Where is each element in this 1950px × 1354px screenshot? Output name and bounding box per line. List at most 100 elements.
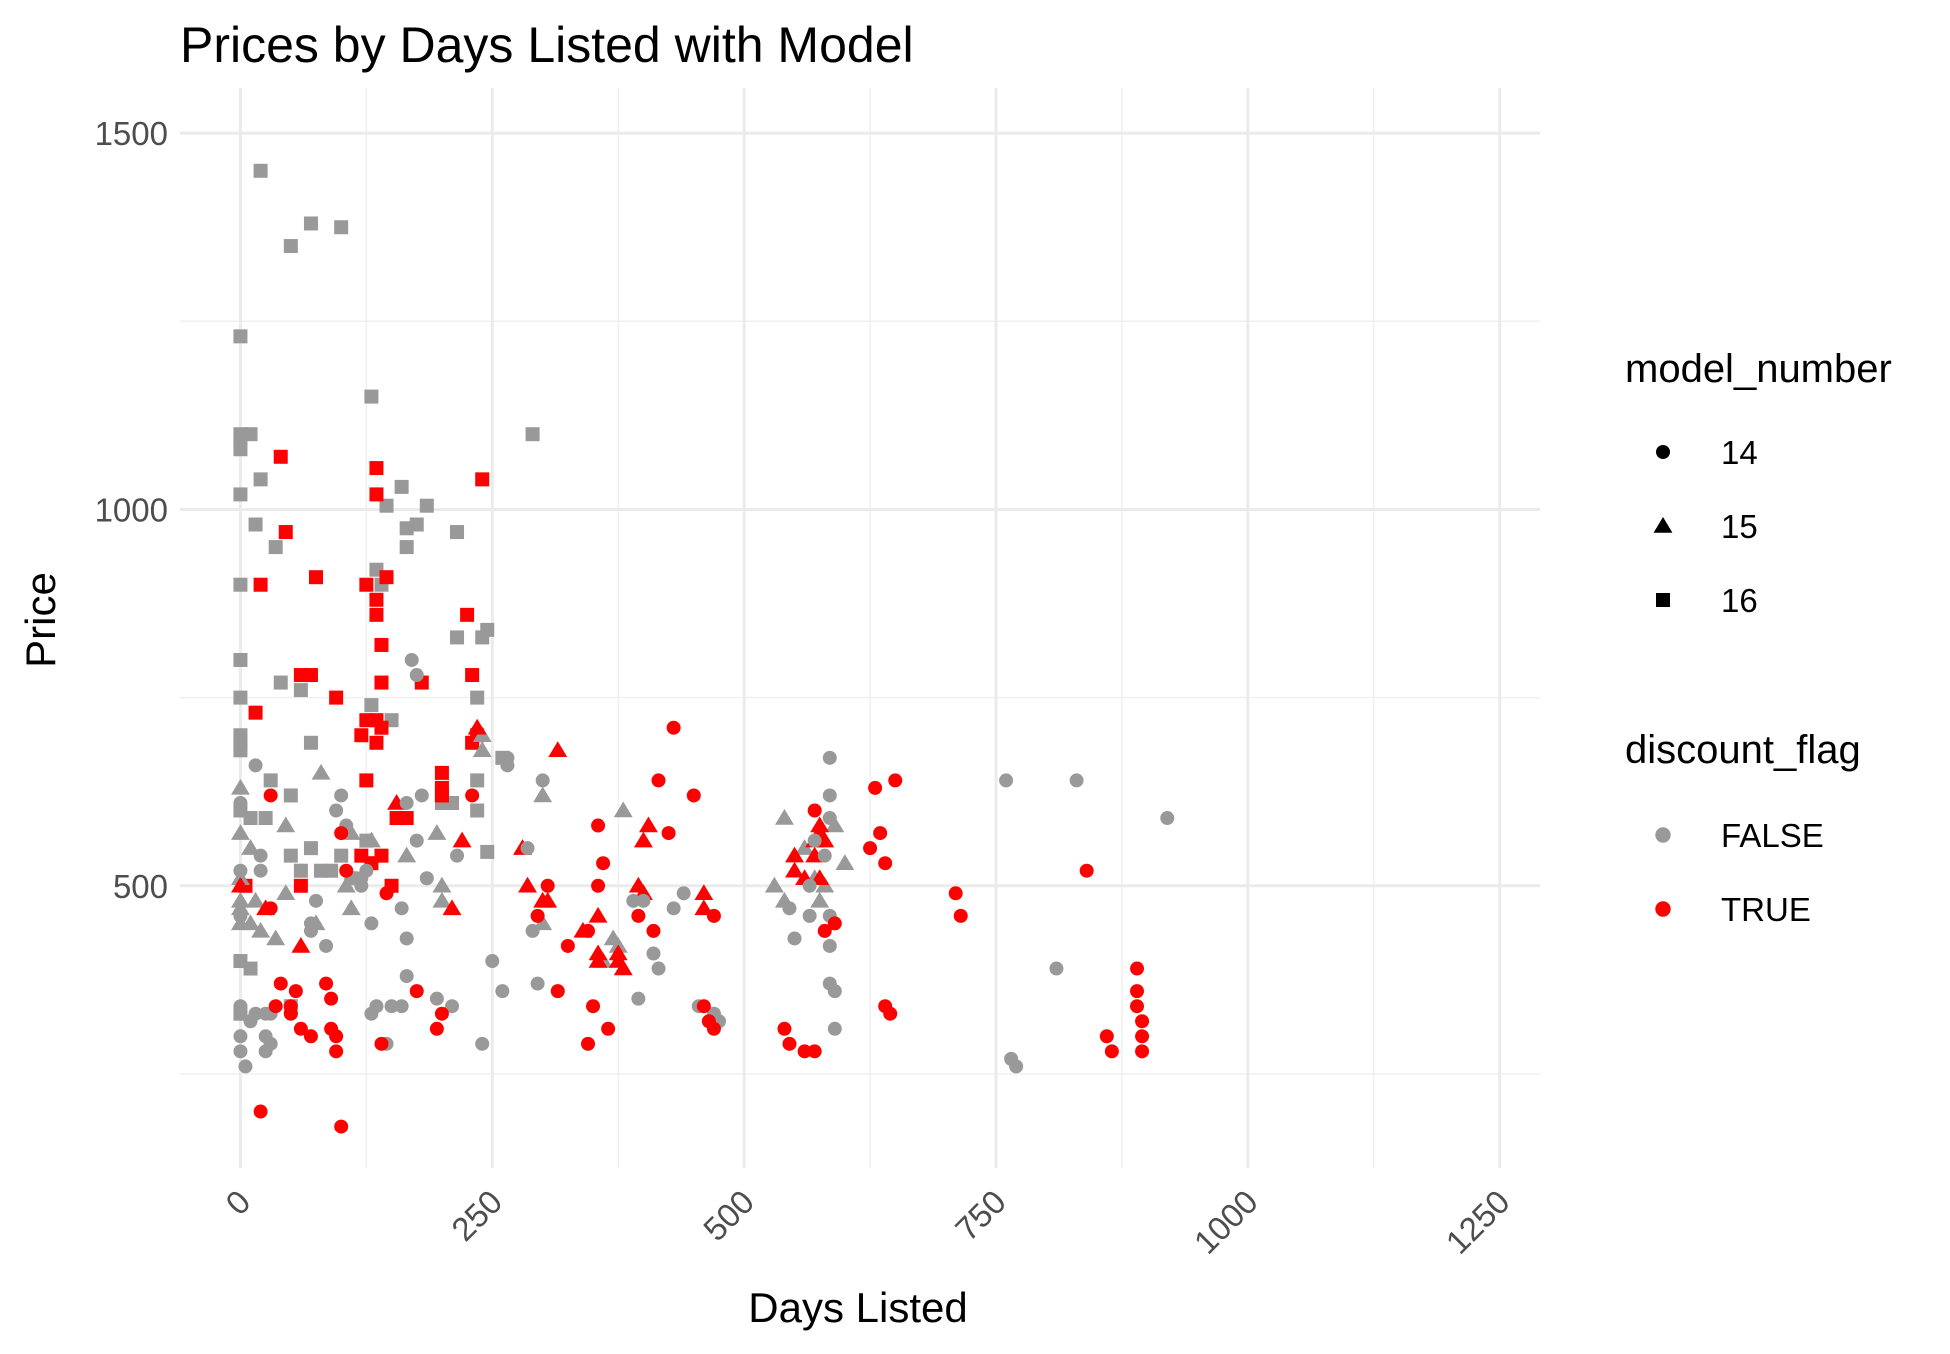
chart-title: Prices by Days Listed with Model [180, 17, 914, 73]
data-point [1135, 1044, 1150, 1059]
data-point [1130, 961, 1145, 976]
data-point [341, 899, 361, 916]
data-point [470, 803, 485, 818]
data-point [283, 848, 298, 863]
data-point [253, 848, 268, 863]
data-point [631, 908, 646, 923]
data-point [291, 936, 311, 953]
data-point [777, 1021, 792, 1036]
data-point [354, 878, 369, 893]
data-point [246, 891, 266, 908]
data-point [601, 1021, 616, 1036]
data-point [374, 637, 389, 652]
data-point [409, 517, 424, 532]
data-point [303, 841, 318, 856]
data-point [283, 788, 298, 803]
data-point [638, 816, 658, 833]
data-point [500, 758, 515, 773]
data-point [394, 479, 409, 494]
data-point [334, 220, 349, 235]
data-point [319, 976, 334, 991]
data-point [785, 846, 804, 863]
data-point [651, 961, 666, 976]
data-point [409, 833, 424, 848]
legend-title: discount_flag [1625, 728, 1861, 772]
data-point [581, 1036, 595, 1051]
data-point [686, 788, 701, 803]
data-point [233, 1006, 248, 1021]
data-point [336, 876, 356, 893]
data-point [666, 720, 681, 735]
data-point [475, 472, 490, 487]
data-point [293, 878, 308, 893]
data-point [248, 705, 263, 720]
legend-key-icon [1656, 445, 1670, 459]
data-point [518, 876, 538, 893]
data-point [525, 923, 540, 938]
data-point [230, 824, 250, 840]
data-point [588, 952, 608, 968]
data-point [369, 461, 384, 476]
data-point [241, 839, 260, 855]
data-point [243, 427, 258, 442]
data-point [795, 839, 815, 855]
data-point [374, 675, 389, 690]
data-point [233, 863, 248, 878]
data-point [706, 1021, 721, 1036]
data-point [774, 809, 794, 825]
data-point [293, 683, 308, 698]
data-point [319, 938, 334, 953]
data-point [230, 778, 250, 795]
data-point [764, 876, 784, 893]
data-point [303, 1029, 318, 1044]
data-point [807, 803, 822, 818]
data-point [303, 216, 318, 231]
data-point [233, 1044, 248, 1059]
data-point [329, 690, 344, 705]
data-point [268, 540, 283, 555]
data-point [520, 841, 535, 856]
data-point [303, 735, 318, 750]
data-point [273, 675, 288, 690]
data-point [868, 780, 883, 795]
data-point [374, 848, 389, 863]
data-point [361, 831, 381, 848]
legend-title: model_number [1625, 347, 1892, 391]
data-point [450, 848, 465, 863]
data-point [276, 884, 296, 901]
data-point [1079, 863, 1094, 878]
data-point [253, 1104, 268, 1119]
data-point [1069, 773, 1084, 788]
data-point [339, 863, 354, 878]
data-point [293, 1021, 308, 1036]
data-point [233, 1029, 248, 1044]
data-point [560, 938, 575, 953]
data-point [419, 498, 434, 513]
data-point [434, 788, 449, 803]
data-point [613, 959, 633, 976]
data-point [452, 831, 472, 848]
data-point [324, 991, 339, 1006]
data-point [817, 848, 832, 863]
data-point [525, 427, 540, 442]
y-axis-title: Price [17, 572, 64, 668]
data-point [646, 923, 661, 938]
legend-label: 15 [1721, 508, 1758, 545]
data-point [268, 999, 283, 1014]
legend-label: TRUE [1721, 891, 1811, 928]
data-point [822, 811, 837, 826]
data-point [233, 652, 248, 667]
data-point [283, 239, 298, 254]
data-point [999, 773, 1014, 788]
data-point [550, 984, 565, 999]
data-point [530, 908, 545, 923]
data-point [810, 869, 830, 885]
data-point [243, 961, 258, 976]
data-point [651, 773, 666, 788]
data-point [258, 811, 273, 826]
data-point [825, 816, 845, 833]
data-point [1049, 961, 1064, 976]
data-point [263, 773, 278, 788]
data-point [359, 577, 374, 592]
